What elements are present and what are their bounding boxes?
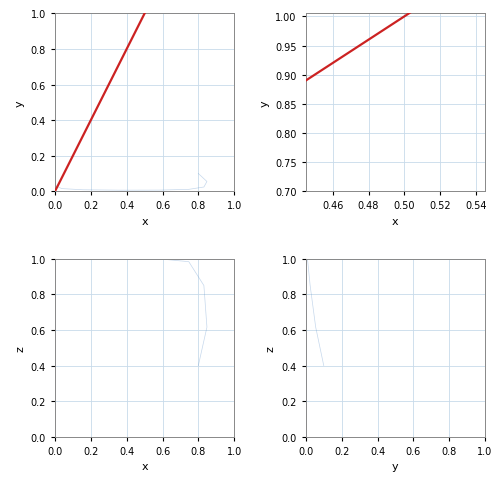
X-axis label: y: y	[392, 461, 398, 471]
X-axis label: x: x	[392, 216, 398, 227]
X-axis label: x: x	[142, 216, 148, 227]
Y-axis label: y: y	[15, 100, 25, 107]
Y-axis label: y: y	[260, 100, 270, 107]
X-axis label: x: x	[142, 461, 148, 471]
Y-axis label: z: z	[15, 345, 25, 351]
Y-axis label: z: z	[266, 345, 276, 351]
